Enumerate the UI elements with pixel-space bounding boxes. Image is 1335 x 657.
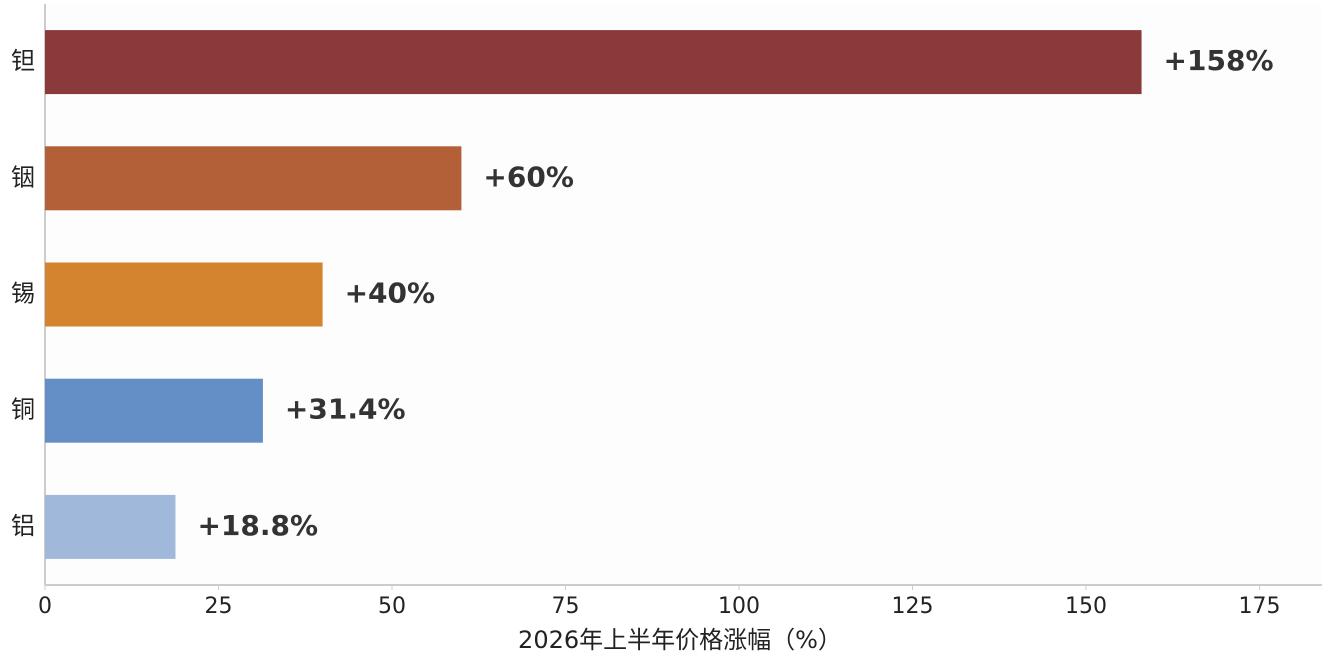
x-tick-label: 100 [718, 594, 760, 619]
bar [45, 494, 176, 559]
category-label: 钽 [11, 47, 35, 75]
bar [45, 262, 323, 327]
x-tick-label: 25 [205, 594, 233, 619]
category-label: 铜 [11, 396, 35, 424]
x-tick-label: 125 [892, 594, 934, 619]
value-label: +158% [1164, 44, 1274, 77]
bar [45, 146, 462, 211]
value-label: +31.4% [285, 393, 406, 426]
value-label: +40% [345, 277, 435, 310]
value-label: +60% [483, 160, 573, 193]
x-tick-label: 75 [552, 594, 580, 619]
bar [45, 30, 1142, 95]
category-label: 锡 [11, 280, 35, 308]
x-tick-label: 150 [1065, 594, 1107, 619]
category-label: 铝 [11, 512, 35, 540]
x-tick-label: 175 [1239, 594, 1281, 619]
x-axis-label: 2026年上半年价格涨幅（%） [518, 626, 842, 654]
x-tick-label: 50 [378, 594, 406, 619]
value-label: +18.8% [197, 509, 318, 542]
x-tick-label: 0 [38, 594, 52, 619]
category-label: 铟 [11, 163, 35, 191]
bar [45, 378, 263, 443]
